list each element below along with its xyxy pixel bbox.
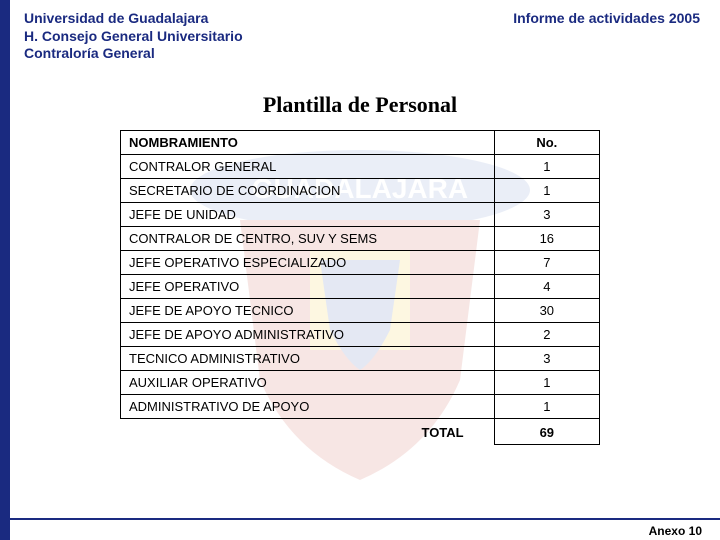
row-count: 1	[494, 395, 599, 419]
row-count: 3	[494, 347, 599, 371]
row-nombramiento: CONTRALOR DE CENTRO, SUV Y SEMS	[121, 227, 495, 251]
header-nombramiento: NOMBRAMIENTO	[121, 131, 495, 155]
table-row: JEFE DE UNIDAD3	[121, 203, 600, 227]
org-line-2: H. Consejo General Universitario	[24, 28, 243, 46]
page-title: Plantilla de Personal	[0, 92, 720, 118]
row-nombramiento: JEFE DE UNIDAD	[121, 203, 495, 227]
row-count: 1	[494, 371, 599, 395]
table-row: JEFE DE APOYO ADMINISTRATIVO2	[121, 323, 600, 347]
row-count: 1	[494, 155, 599, 179]
header-left: Universidad de Guadalajara H. Consejo Ge…	[24, 10, 243, 63]
org-line-1: Universidad de Guadalajara	[24, 10, 243, 28]
table-row: JEFE OPERATIVO4	[121, 275, 600, 299]
table-row: JEFE OPERATIVO ESPECIALIZADO7	[121, 251, 600, 275]
personnel-table-wrap: NOMBRAMIENTO No. CONTRALOR GENERAL1SECRE…	[120, 130, 600, 445]
row-count: 4	[494, 275, 599, 299]
table-header-row: NOMBRAMIENTO No.	[121, 131, 600, 155]
brand-side-bar	[0, 0, 10, 540]
footer-rule	[0, 518, 720, 520]
personnel-table: NOMBRAMIENTO No. CONTRALOR GENERAL1SECRE…	[120, 130, 600, 445]
table-row: SECRETARIO DE COORDINACION1	[121, 179, 600, 203]
table-row: CONTRALOR GENERAL1	[121, 155, 600, 179]
org-line-3: Contraloría General	[24, 45, 243, 63]
row-nombramiento: JEFE DE APOYO TECNICO	[121, 299, 495, 323]
row-nombramiento: ADMINISTRATIVO DE APOYO	[121, 395, 495, 419]
table-row: ADMINISTRATIVO DE APOYO1	[121, 395, 600, 419]
table-total-row: TOTAL69	[121, 419, 600, 445]
row-count: 2	[494, 323, 599, 347]
total-label: TOTAL	[121, 419, 495, 445]
table-row: CONTRALOR DE CENTRO, SUV Y SEMS16	[121, 227, 600, 251]
row-count: 1	[494, 179, 599, 203]
total-value: 69	[494, 419, 599, 445]
row-count: 7	[494, 251, 599, 275]
row-nombramiento: JEFE OPERATIVO ESPECIALIZADO	[121, 251, 495, 275]
row-nombramiento: CONTRALOR GENERAL	[121, 155, 495, 179]
row-nombramiento: AUXILIAR OPERATIVO	[121, 371, 495, 395]
table-row: AUXILIAR OPERATIVO1	[121, 371, 600, 395]
table-row: JEFE DE APOYO TECNICO30	[121, 299, 600, 323]
row-nombramiento: TECNICO ADMINISTRATIVO	[121, 347, 495, 371]
row-nombramiento: SECRETARIO DE COORDINACION	[121, 179, 495, 203]
row-count: 16	[494, 227, 599, 251]
header: Universidad de Guadalajara H. Consejo Ge…	[24, 10, 700, 63]
row-count: 30	[494, 299, 599, 323]
row-nombramiento: JEFE DE APOYO ADMINISTRATIVO	[121, 323, 495, 347]
row-nombramiento: JEFE OPERATIVO	[121, 275, 495, 299]
row-count: 3	[494, 203, 599, 227]
report-title: Informe de actividades 2005	[513, 10, 700, 63]
header-no: No.	[494, 131, 599, 155]
table-row: TECNICO ADMINISTRATIVO3	[121, 347, 600, 371]
anexo-label: Anexo 10	[649, 524, 702, 538]
